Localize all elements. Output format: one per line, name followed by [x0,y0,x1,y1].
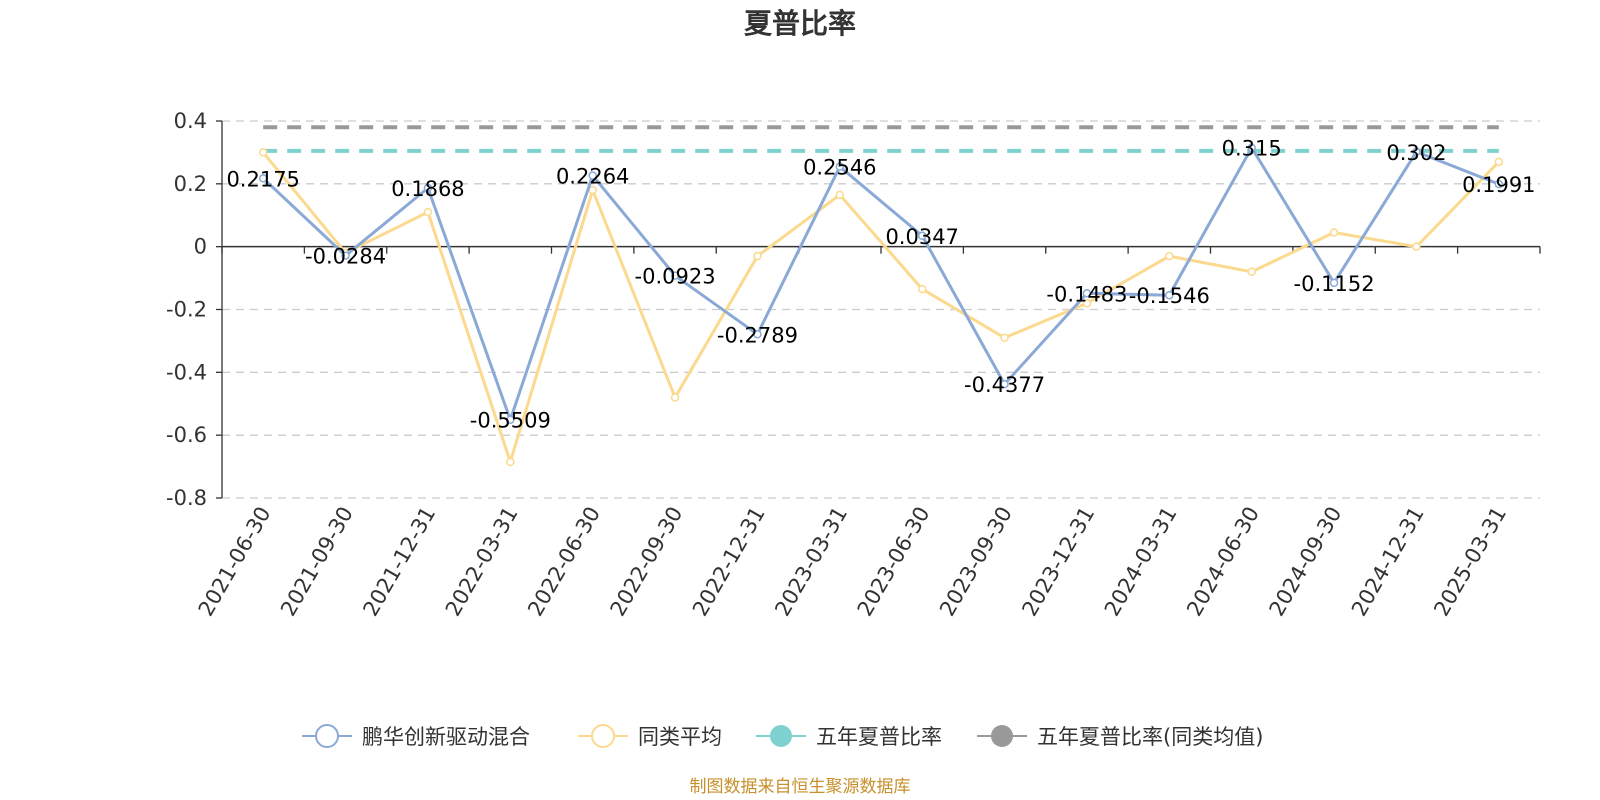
x-tick-label: 2025-03-31 [1429,503,1511,621]
y-tick-label: -0.2 [166,298,207,322]
legend-marker [770,725,792,747]
x-tick-label: 2022-06-30 [523,503,605,621]
source-note: 制图数据来自恒生聚源数据库 [690,777,911,797]
y-tick-label: -0.8 [166,486,207,510]
data-point [341,251,350,260]
legend-item[interactable]: 五年夏普比率 [756,725,942,749]
x-tick-label: 2023-03-31 [770,503,852,621]
grid-lines [222,120,1540,499]
data-point [423,183,433,193]
data-point [506,457,515,467]
data-label: -0.0923 [635,265,716,289]
data-point [1247,143,1256,152]
legend-marker [991,725,1013,747]
data-point [588,171,597,180]
data-point [1329,278,1339,288]
x-tick-label: 2024-09-30 [1265,503,1347,621]
data-label: 0.2175 [226,167,299,191]
x-tick-label: 2021-12-31 [358,503,440,621]
x-tick-label: 2024-03-31 [1100,503,1182,621]
x-tick-label: 2024-12-31 [1347,503,1429,621]
data-labels: 0.2175 -0.0284 0.1868 -0.5509 0.2264 -0.0923 -… [226,137,1535,433]
data-point [1412,242,1421,251]
data-label: -0.4377 [964,373,1045,397]
x-tick-label: 2023-12-31 [1017,503,1099,621]
data-point [1412,147,1421,157]
x-tick-label: 2022-12-31 [688,503,770,621]
data-label: -0.5509 [470,409,551,433]
x-tick-label: 2024-06-30 [1182,503,1264,621]
series-lines [258,143,1504,467]
data-point [670,271,680,280]
data-point [258,174,268,183]
data-point [1000,379,1009,389]
series-line [262,146,1500,422]
data-point [1165,290,1174,300]
data-label: 0.2546 [803,156,876,180]
x-tick-label: 2021-09-30 [276,503,358,621]
y-tick-label: -0.4 [166,360,207,384]
data-point [1329,228,1339,237]
y-tick-label: -0.6 [166,423,207,447]
legend-label: 五年夏普比率 [816,725,942,749]
data-point [1000,333,1009,343]
legend-item[interactable]: 五年夏普比率(同类均值) [977,725,1263,749]
data-label: 0.302 [1386,141,1446,165]
data-label: 0.1868 [391,177,464,201]
y-tick-label: 0.4 [174,109,207,133]
data-point [1082,289,1092,298]
legend-item[interactable]: 同类平均 [578,724,722,749]
data-point [1494,157,1504,167]
reference-lines [263,125,1499,153]
data-point [917,284,927,294]
data-point [506,415,515,424]
y-tick-label: 0 [194,235,207,259]
data-label: 0.2264 [556,165,629,189]
series-line [262,151,1500,464]
data-point [1082,298,1092,308]
x-tick-label: 2023-09-30 [935,503,1017,621]
data-label: -0.1152 [1294,272,1375,296]
x-tick-label: 2023-06-30 [853,503,935,621]
data-point [835,162,845,171]
legend-marker [591,724,615,748]
data-point [258,148,268,157]
legend: 鹏华创新驱动混合 同类平均 五年夏普比率 五年夏普比率(同类均值) [302,724,1263,749]
x-tick-label: 2022-09-30 [606,503,688,621]
data-label: -0.2789 [717,323,798,347]
legend-item[interactable]: 鹏华创新驱动混合 [302,724,530,749]
x-tick-label: 2021-06-30 [194,503,276,621]
legend-label: 同类平均 [638,725,722,749]
data-point [1165,251,1174,261]
data-point [835,190,845,200]
data-label: 0.1991 [1462,173,1535,197]
data-point [917,231,927,241]
data-label: -0.1483 [1046,282,1127,306]
legend-label: 鹏华创新驱动混合 [362,725,530,749]
data-label: -0.0284 [305,245,386,269]
legend-marker [315,724,339,748]
data-label: 0.0347 [885,225,958,249]
data-label: 0.315 [1222,137,1282,161]
y-tick-label: 0.2 [174,172,207,196]
data-point [753,330,762,339]
data-point [423,207,433,217]
data-point [1494,179,1504,189]
data-point [753,251,762,261]
data-point [670,393,680,402]
data-point [1247,267,1256,277]
legend-label: 五年夏普比率(同类均值) [1037,725,1263,749]
data-label: -0.1546 [1129,284,1210,308]
x-tick-label: 2022-03-31 [441,503,523,621]
chart-title: 夏普比率 [744,7,856,40]
